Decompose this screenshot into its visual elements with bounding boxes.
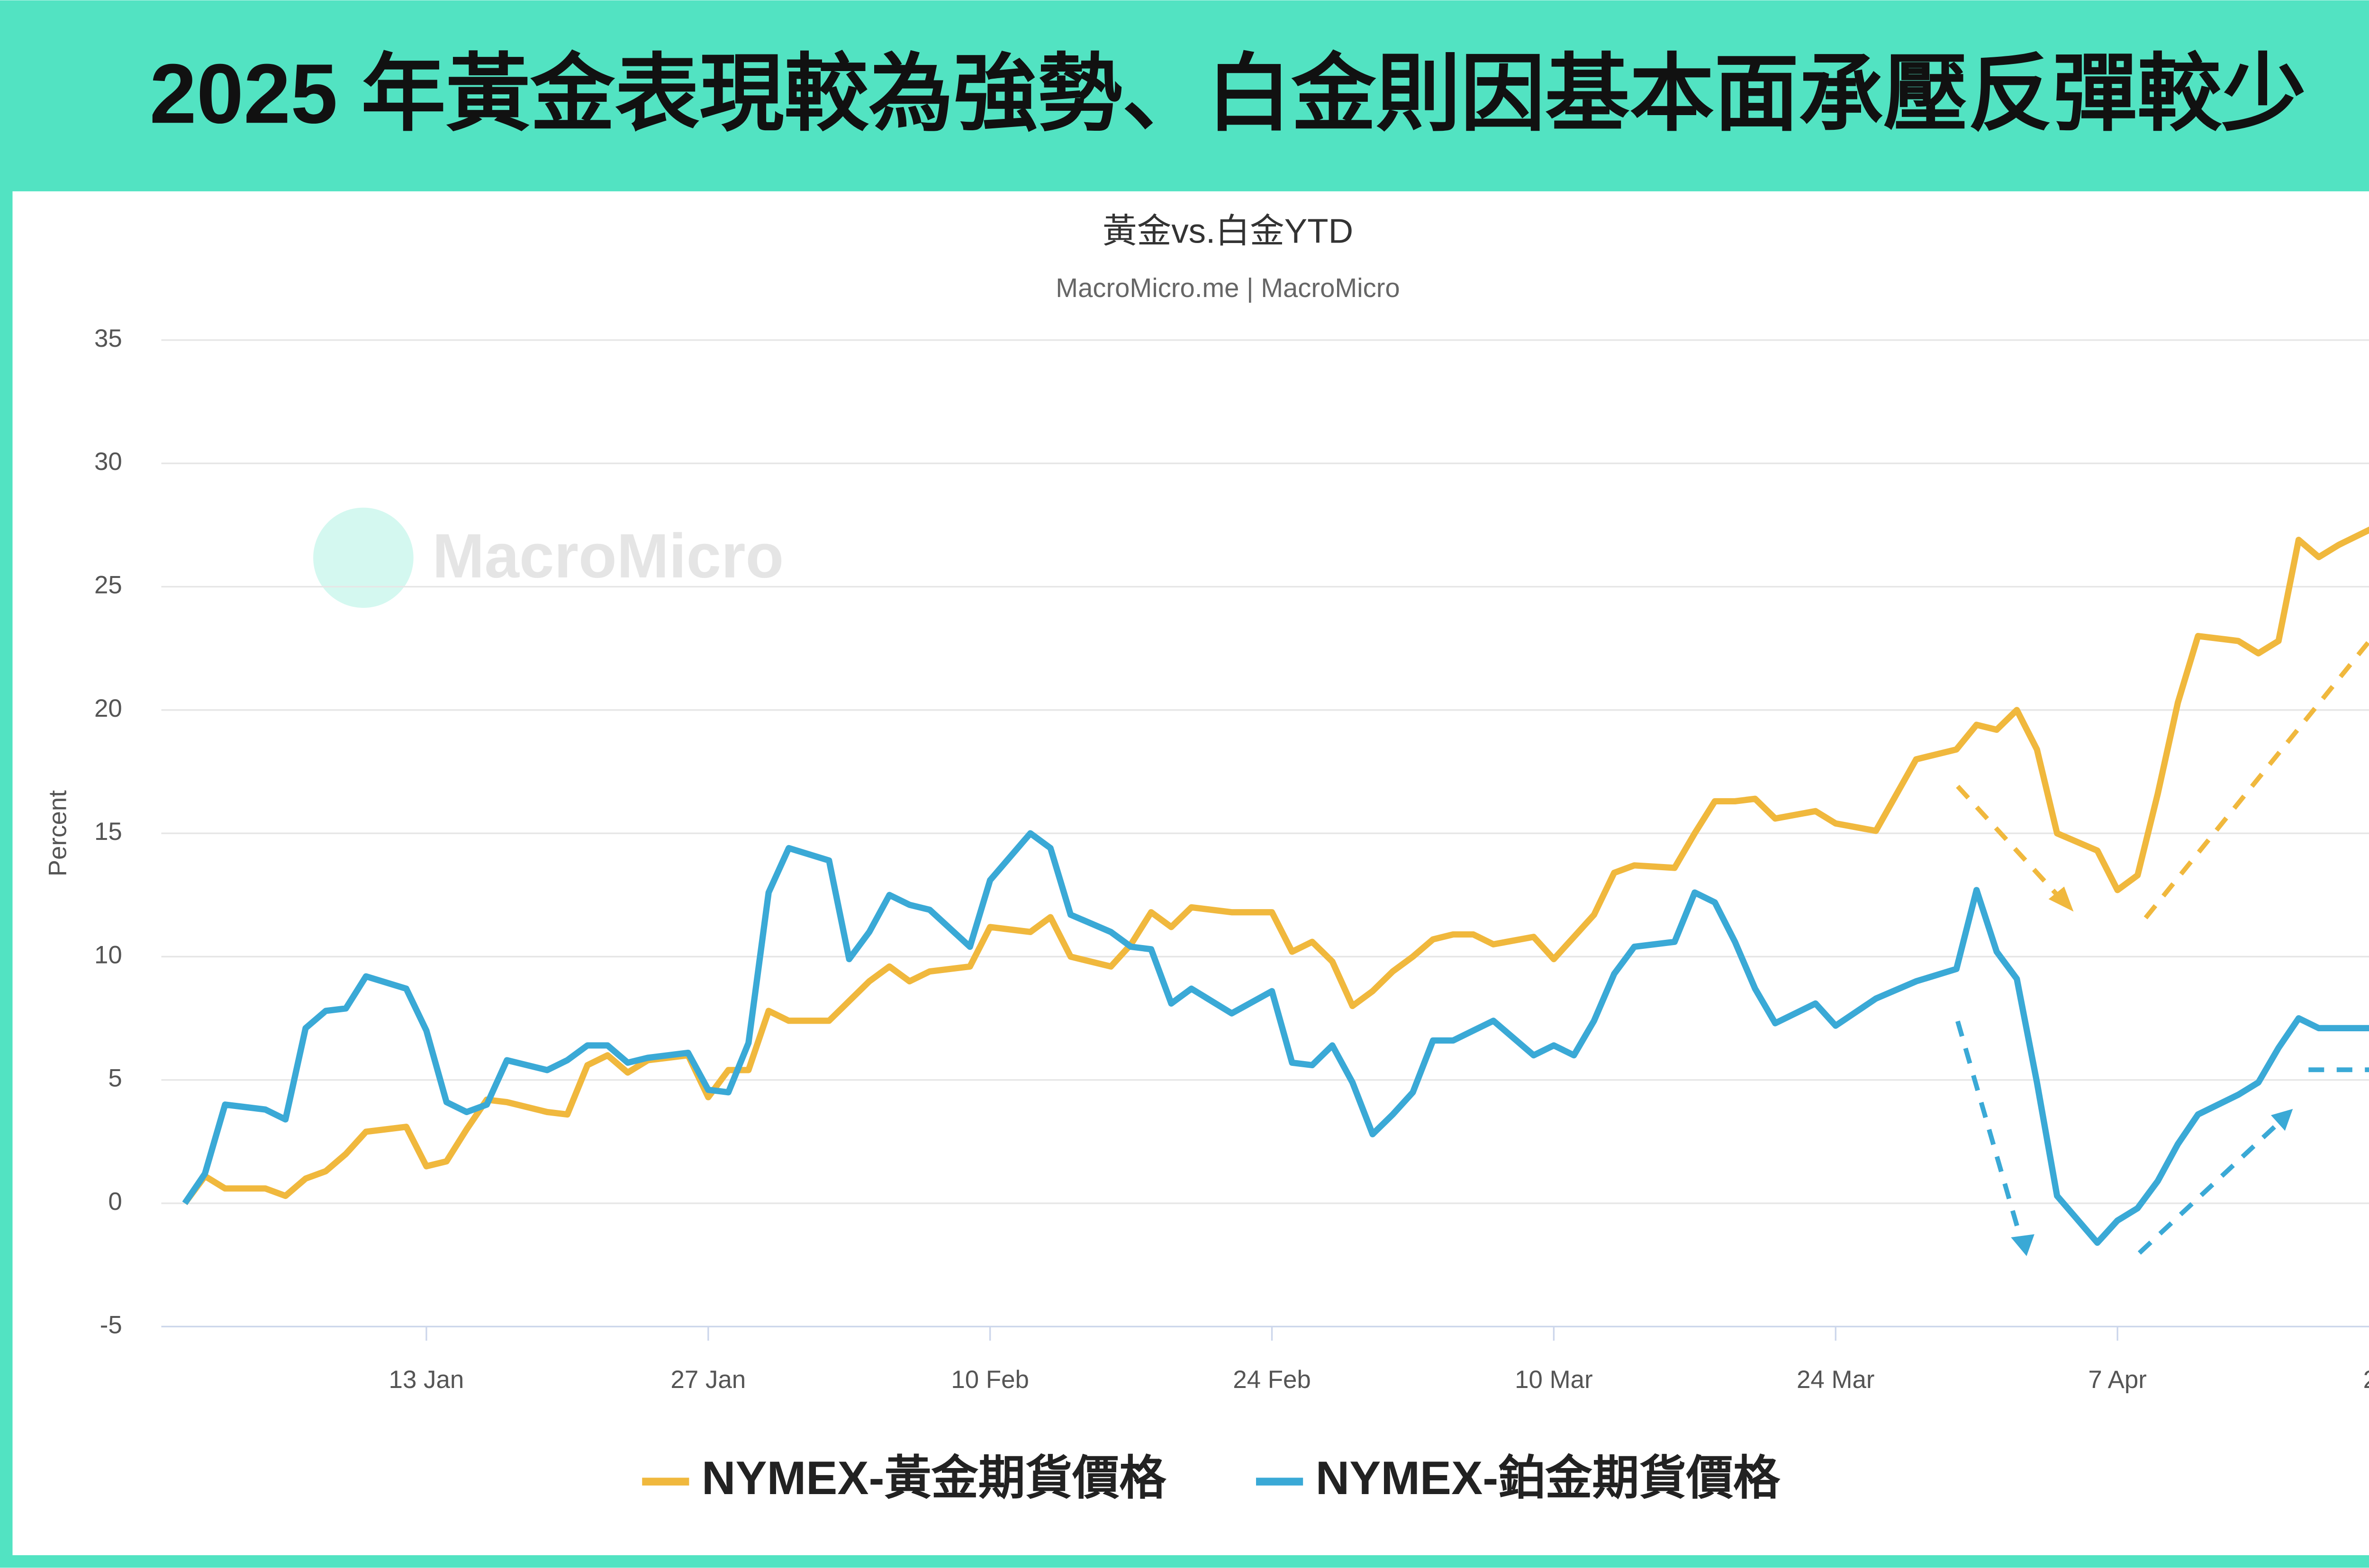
- watermark: MacroMicro: [313, 507, 784, 608]
- arrow: [1956, 784, 2063, 901]
- x-tick-label: 27 Jan: [670, 1366, 746, 1394]
- arrow-head: [2270, 1108, 2293, 1131]
- chart-subtitle: MacroMicro.me | MacroMicro: [1056, 273, 1400, 303]
- grid: -5 0 5 10 15 20 25 30 35 13 Jan 27 Jan 10 Feb 24 Feb…: [94, 324, 2369, 1394]
- y-tick-label: -5: [100, 1311, 122, 1339]
- line-series: [182, 830, 2369, 1246]
- x-tick-label: 13 Jan: [389, 1366, 464, 1394]
- legend-label: NYMEX-鉑金期貨價格: [1316, 1452, 1781, 1505]
- arrow: [2143, 638, 2369, 919]
- y-tick-label: 30: [94, 448, 122, 476]
- arrow: [2137, 1119, 2282, 1255]
- arrow-head: [2048, 886, 2074, 912]
- chart-title: 黃金vs.白金YTD: [1103, 212, 1353, 250]
- banner-title: 2025 年黃金表現較為強勢、白金則因基本面承壓反彈較少: [150, 46, 2306, 141]
- panel: [12, 191, 2369, 1555]
- y-tick-label: 20: [94, 694, 122, 722]
- x-tick-label: 21 Apr: [2363, 1366, 2369, 1394]
- x-tick-label: 10 Mar: [1515, 1366, 1593, 1394]
- y-tick-label: 5: [108, 1064, 122, 1092]
- y-axis-label: Percent: [44, 790, 72, 877]
- watermark-text: MacroMicro: [432, 521, 784, 591]
- x-tick-label: 24 Feb: [1233, 1366, 1311, 1394]
- arrow-head: [2011, 1234, 2034, 1256]
- y-tick-label: 35: [94, 324, 122, 352]
- y-tick-label: 15: [94, 818, 122, 846]
- x-tick-label: 24 Mar: [1797, 1366, 1875, 1394]
- annotations: [1955, 638, 2369, 1256]
- y-tick-label: 10: [94, 941, 122, 969]
- line-series: [182, 526, 2369, 1205]
- y-tick-label: 0: [108, 1188, 122, 1216]
- x-tick-label: 10 Feb: [951, 1366, 1029, 1394]
- arrow: [1955, 1020, 2023, 1238]
- plot-area: [182, 526, 2369, 1246]
- legend: NYMEX-黃金期貨價格 NYMEX-鉑金期貨價格: [642, 1452, 1781, 1505]
- x-tick-label: 7 Apr: [2088, 1366, 2146, 1394]
- legend-label: NYMEX-黃金期貨價格: [702, 1452, 1166, 1505]
- y-tick-label: 25: [94, 571, 122, 599]
- watermark-logo: [313, 507, 414, 608]
